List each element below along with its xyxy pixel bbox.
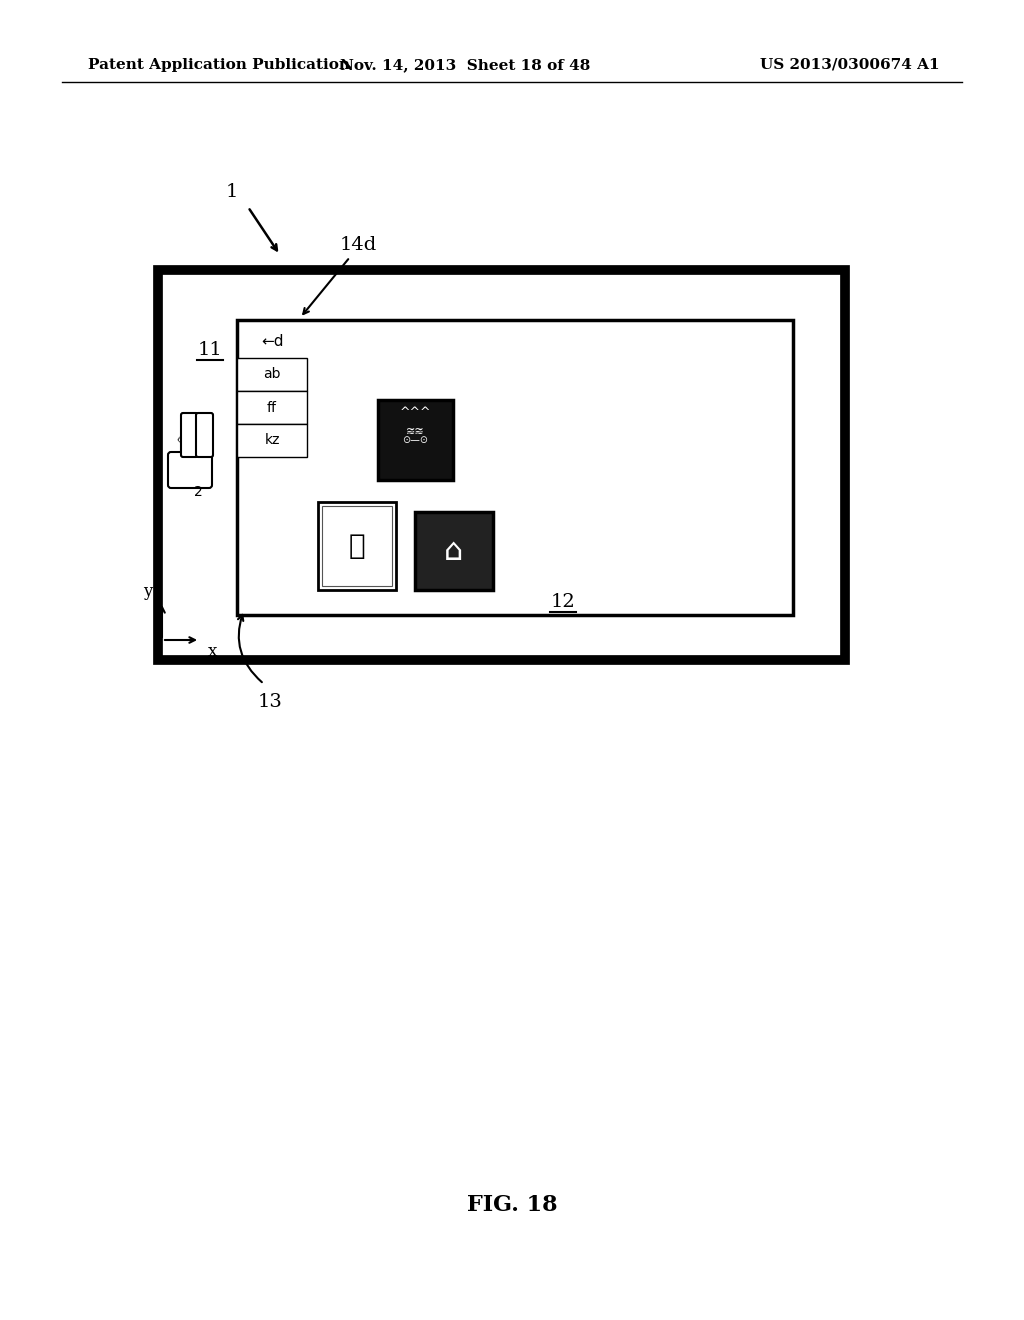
Text: ⌂: ⌂ — [444, 536, 464, 565]
Text: ⊙—⊙: ⊙—⊙ — [402, 436, 428, 445]
Bar — [322, 506, 392, 586]
Text: 11: 11 — [198, 341, 222, 359]
Text: ff: ff — [267, 400, 278, 414]
Text: Nov. 14, 2013  Sheet 18 of 48: Nov. 14, 2013 Sheet 18 of 48 — [340, 58, 590, 73]
Text: Patent Application Publication: Patent Application Publication — [88, 58, 350, 73]
Text: kz: kz — [264, 433, 280, 447]
Bar — [237, 424, 307, 457]
Bar — [237, 358, 307, 391]
Text: 2: 2 — [194, 484, 203, 499]
Bar — [415, 512, 493, 590]
Bar — [158, 271, 845, 660]
FancyBboxPatch shape — [181, 413, 198, 457]
Text: US 2013/0300674 A1: US 2013/0300674 A1 — [761, 58, 940, 73]
Text: ^^^: ^^^ — [399, 405, 431, 418]
Text: ab: ab — [263, 367, 281, 381]
Text: ≋≋: ≋≋ — [407, 426, 425, 437]
Text: FIG. 18: FIG. 18 — [467, 1195, 557, 1216]
FancyBboxPatch shape — [196, 413, 213, 457]
Bar — [237, 319, 793, 615]
Text: ☞: ☞ — [170, 412, 216, 458]
Text: 12: 12 — [551, 593, 575, 611]
Bar — [318, 502, 396, 590]
Text: 14d: 14d — [339, 236, 377, 253]
Text: 1: 1 — [226, 183, 239, 201]
Text: 塔: 塔 — [349, 532, 366, 560]
Bar — [237, 391, 307, 424]
Text: 13: 13 — [258, 693, 283, 711]
Text: y: y — [143, 583, 153, 601]
Bar — [378, 400, 453, 480]
FancyBboxPatch shape — [168, 451, 212, 488]
Text: ←d: ←d — [261, 334, 284, 348]
Text: x: x — [207, 644, 217, 660]
